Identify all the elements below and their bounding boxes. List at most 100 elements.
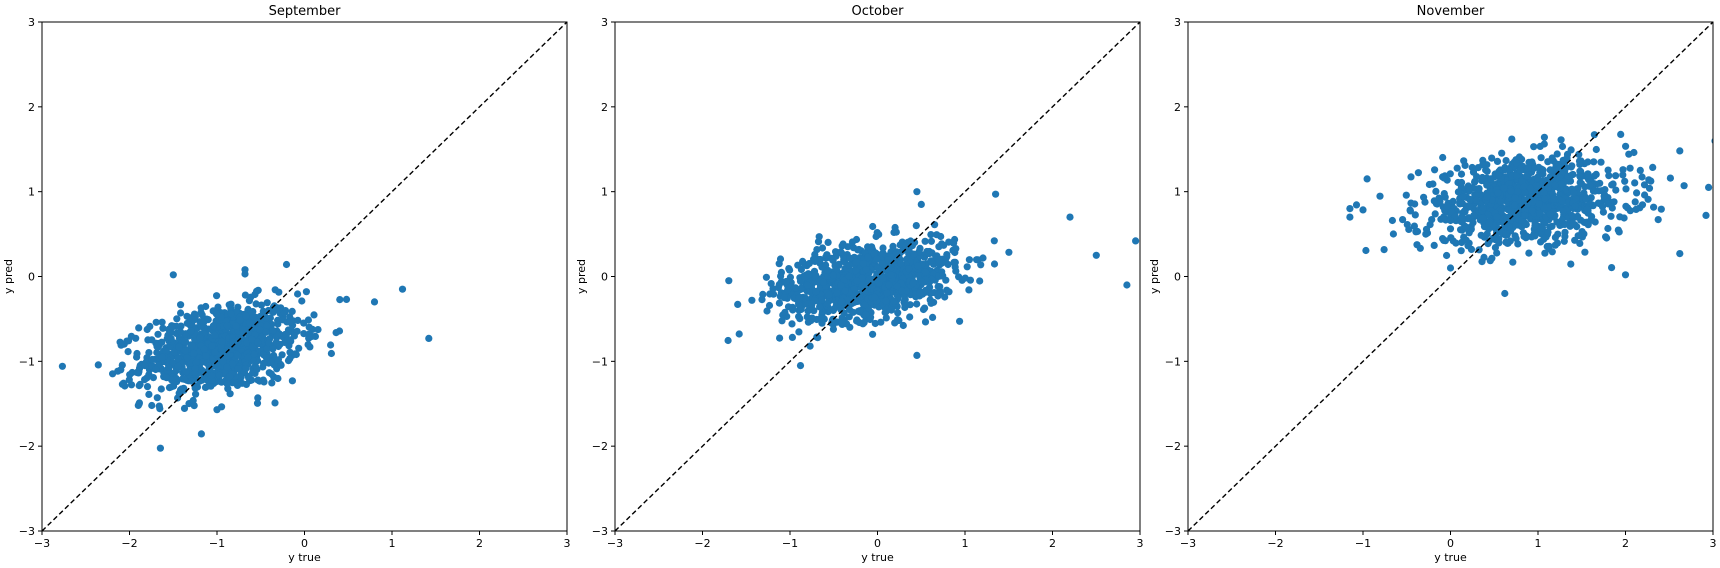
plot-area bbox=[42, 22, 567, 531]
data-point bbox=[304, 316, 312, 324]
data-point bbox=[174, 394, 182, 402]
data-point bbox=[1411, 211, 1419, 219]
data-point bbox=[1529, 165, 1537, 173]
data-point bbox=[1525, 249, 1533, 257]
data-point bbox=[1521, 211, 1529, 219]
data-point bbox=[819, 278, 828, 286]
y-tick-label: −1 bbox=[1165, 355, 1181, 368]
data-point bbox=[1484, 240, 1492, 248]
data-point bbox=[1524, 200, 1532, 208]
data-point bbox=[1531, 232, 1539, 240]
data-point bbox=[1485, 219, 1493, 227]
data-point bbox=[1422, 225, 1431, 233]
data-point bbox=[862, 310, 870, 319]
data-point bbox=[1666, 174, 1674, 182]
data-point bbox=[1574, 232, 1582, 240]
data-point bbox=[1509, 258, 1517, 266]
data-point bbox=[1462, 236, 1470, 244]
data-point bbox=[168, 323, 176, 331]
data-point bbox=[1520, 183, 1528, 191]
data-point bbox=[1645, 184, 1654, 192]
data-point bbox=[1465, 186, 1474, 194]
data-point-outlier bbox=[913, 351, 921, 359]
data-point bbox=[976, 277, 984, 285]
data-point bbox=[1513, 172, 1521, 180]
data-point bbox=[1647, 177, 1655, 185]
data-point bbox=[795, 294, 803, 302]
data-point bbox=[905, 265, 913, 273]
data-point bbox=[1497, 225, 1505, 233]
data-point bbox=[812, 271, 820, 279]
data-point bbox=[180, 375, 189, 383]
data-point bbox=[1363, 175, 1371, 183]
data-point bbox=[234, 365, 242, 373]
data-point bbox=[158, 318, 166, 326]
data-point bbox=[1638, 173, 1646, 181]
data-point bbox=[1005, 248, 1013, 256]
y-tick-label: −3 bbox=[19, 525, 35, 538]
x-tick-label: −3 bbox=[607, 537, 623, 550]
x-tick-label: 3 bbox=[1710, 537, 1717, 550]
data-point bbox=[1443, 202, 1451, 210]
data-point bbox=[931, 221, 939, 229]
data-point bbox=[327, 349, 335, 358]
data-point bbox=[149, 374, 157, 382]
data-point bbox=[965, 256, 974, 264]
data-point bbox=[1488, 254, 1496, 262]
y-tick-label: 0 bbox=[601, 271, 608, 284]
data-point bbox=[275, 288, 283, 296]
data-point bbox=[125, 337, 133, 345]
data-point bbox=[208, 342, 216, 350]
data-point bbox=[1457, 247, 1465, 255]
data-point bbox=[117, 341, 125, 349]
data-point bbox=[292, 350, 300, 359]
data-point bbox=[879, 274, 887, 283]
data-point bbox=[1520, 232, 1528, 241]
data-point bbox=[805, 259, 813, 268]
data-point bbox=[1535, 200, 1543, 208]
data-point bbox=[198, 317, 207, 325]
data-point-outlier bbox=[1446, 264, 1455, 272]
data-point bbox=[1575, 157, 1584, 165]
x-tick-label: 2 bbox=[1049, 537, 1056, 550]
data-point bbox=[1495, 239, 1503, 247]
x-tick-label: 1 bbox=[389, 537, 396, 550]
x-tick-label: 2 bbox=[476, 537, 483, 550]
data-point bbox=[795, 328, 803, 336]
data-point bbox=[1540, 133, 1548, 141]
data-point bbox=[862, 266, 870, 274]
data-point bbox=[223, 321, 231, 330]
data-point bbox=[1389, 230, 1397, 238]
data-point bbox=[1544, 228, 1552, 236]
data-point bbox=[899, 321, 907, 330]
data-point bbox=[1440, 190, 1448, 198]
data-point-outlier bbox=[342, 295, 351, 303]
data-point bbox=[1528, 207, 1536, 215]
y-tick-label: −1 bbox=[19, 355, 35, 368]
data-point-outlier bbox=[913, 188, 921, 196]
data-point bbox=[156, 444, 164, 452]
data-point bbox=[1551, 241, 1559, 249]
data-point bbox=[935, 257, 944, 265]
data-point bbox=[892, 228, 900, 236]
data-point-outlier bbox=[1702, 211, 1710, 219]
data-point bbox=[963, 263, 971, 271]
data-point bbox=[1650, 203, 1658, 211]
data-point bbox=[1630, 148, 1638, 157]
data-point bbox=[274, 374, 282, 383]
data-point bbox=[269, 326, 277, 335]
data-point bbox=[1598, 203, 1607, 211]
data-point bbox=[214, 303, 222, 311]
data-point bbox=[1555, 164, 1563, 172]
data-point bbox=[909, 279, 917, 287]
data-point bbox=[314, 326, 322, 334]
x-axis-label: y true bbox=[861, 551, 894, 564]
data-point bbox=[1576, 173, 1584, 181]
data-point-outlier bbox=[425, 334, 433, 342]
data-point bbox=[1556, 173, 1564, 181]
data-point bbox=[276, 340, 284, 348]
data-point bbox=[153, 348, 161, 357]
data-point bbox=[829, 271, 838, 279]
data-point bbox=[1512, 234, 1520, 243]
data-point-outlier bbox=[1508, 135, 1516, 143]
